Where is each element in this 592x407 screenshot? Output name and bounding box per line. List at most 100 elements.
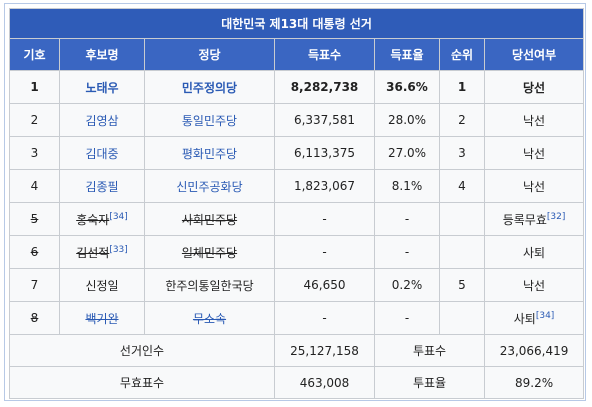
summary-cell: 463,008 [274, 366, 375, 399]
cell-share-text: - [404, 311, 410, 325]
cell-result-text: 낙선 [523, 278, 546, 293]
summary-cell: 23,066,419 [483, 334, 585, 367]
reference[interactable]: [32] [546, 211, 566, 222]
candidate-row: 7 신정일 한주의통일한국당 46,650 0.2% 5 낙선 [9, 268, 585, 302]
cell-name-text: 김종필 [85, 179, 119, 194]
cell-number: 3 [9, 136, 60, 170]
candidate-row: 3 김대중 평화민주당 6,113,375 27.0% 3 낙선 [9, 136, 585, 170]
cell-rank [439, 235, 485, 269]
cell-number: 2 [9, 103, 60, 137]
cell-votes: - [274, 202, 375, 236]
column-header: 정당 [144, 38, 275, 71]
summary-cell: 선거인수 [9, 334, 275, 367]
cell-number: 7 [9, 268, 60, 302]
cell-votes-text: - [322, 245, 327, 259]
cell-name: 김영삼 [59, 103, 145, 137]
cell-name-text: 김선적 [76, 245, 110, 260]
cell-number: 6 [9, 235, 60, 269]
cell-name-text: 노태우 [85, 80, 119, 95]
cell-name: 노태우 [59, 70, 145, 104]
cell-name-text: 백기완 [85, 311, 119, 326]
candidate-row: 5 홍숙자[34] 사회민주당 - - 등록무효[32] [9, 202, 585, 236]
cell-party: 평화민주당 [144, 136, 275, 170]
reference[interactable]: [34] [109, 211, 128, 222]
cell-number: 1 [9, 70, 60, 104]
cell-party: 신민주공화당 [144, 169, 275, 203]
cell-party-text: 한주의통일한국당 [165, 278, 254, 293]
cell-name-text: 홍숙자 [76, 212, 110, 227]
cell-result: 사퇴 [483, 235, 585, 269]
cell-rank-text: 5 [458, 278, 466, 292]
summary-cell: 투표율 [374, 366, 485, 399]
summary-cell: 투표수 [374, 334, 485, 367]
cell-rank: 1 [439, 70, 485, 104]
cell-votes-text: 46,650 [303, 278, 346, 292]
summary-cell: 25,127,158 [274, 334, 375, 367]
cell-name: 김대중 [59, 136, 145, 170]
reference[interactable]: [34] [535, 310, 555, 321]
cell-party-text: 신민주공화당 [176, 179, 243, 194]
frame [4, 3, 586, 401]
cell-share: - [374, 301, 440, 335]
cell-votes-text: 6,337,581 [293, 113, 356, 127]
candidate-row: 4 김종필 신민주공화당 1,823,067 8.1% 4 낙선 [9, 169, 585, 203]
cell-rank: 3 [439, 136, 485, 170]
cell-party: 무소속 [144, 301, 275, 335]
cell-party-text: 민주정의당 [181, 80, 238, 95]
cell-votes-text: 1,823,067 [293, 179, 356, 193]
cell-result-text: 낙선 [523, 179, 546, 194]
column-header: 당선여부 [483, 38, 585, 71]
cell-result-text: 등록무효 [502, 212, 547, 227]
cell-number-text: 2 [30, 113, 39, 127]
cell-rank: 5 [439, 268, 485, 302]
cell-rank-text: 3 [458, 146, 466, 160]
cell-party-text: 사회민주당 [181, 212, 238, 227]
cell-result: 당선 [483, 70, 585, 104]
cell-result: 낙선 [483, 169, 585, 203]
cell-rank-text: 2 [458, 113, 466, 127]
cell-votes: 1,823,067 [274, 169, 375, 203]
table-title: 대한민국 제13대 대통령 선거 [8, 8, 585, 39]
cell-name: 홍숙자[34] [59, 202, 145, 236]
cell-votes: - [274, 301, 375, 335]
cell-share-text: 0.2% [391, 278, 423, 292]
cell-party-text: 통일민주당 [181, 113, 238, 128]
summary-cell: 무효표수 [9, 366, 275, 399]
candidate-row: 8 백기완 무소속 - - 사퇴[34] [9, 301, 585, 335]
reference[interactable]: [33] [109, 244, 128, 255]
cell-name-text: 신정일 [85, 278, 119, 293]
cell-result-text: 당선 [523, 80, 546, 95]
summary-row: 선거인수 25,127,158 투표수 23,066,419 [9, 334, 585, 367]
cell-votes: 6,337,581 [274, 103, 375, 137]
cell-name-text: 김대중 [85, 146, 119, 161]
cell-party-text: 일체민주당 [181, 245, 238, 260]
cell-rank [439, 301, 485, 335]
column-header: 득표수 [274, 38, 375, 71]
cell-number-text: 6 [30, 245, 39, 259]
cell-party-text: 무소속 [192, 311, 227, 326]
cell-share-text: 27.0% [387, 146, 427, 160]
candidate-row: 6 김선적[33] 일체민주당 - - 사퇴 [9, 235, 585, 269]
cell-party: 한주의통일한국당 [144, 268, 275, 302]
cell-share-text: 8.1% [391, 179, 423, 193]
cell-party: 민주정의당 [144, 70, 275, 104]
cell-number-text: 8 [30, 311, 39, 325]
cell-rank-text: 4 [458, 179, 466, 193]
cell-result: 등록무효[32] [483, 202, 585, 236]
cell-votes-text: - [322, 212, 327, 226]
cell-number: 8 [9, 301, 60, 335]
cell-number-text: 7 [30, 278, 39, 292]
cell-name: 신정일 [59, 268, 145, 302]
candidate-row: 1 노태우 민주정의당 8,282,738 36.6% 1 당선 [9, 70, 585, 104]
cell-name: 김종필 [59, 169, 145, 203]
cell-result-text: 사퇴 [513, 311, 536, 326]
cell-result: 낙선 [483, 136, 585, 170]
column-header: 득표율 [374, 38, 440, 71]
cell-share-text: - [404, 212, 410, 226]
cell-share: 8.1% [374, 169, 440, 203]
cell-share: 28.0% [374, 103, 440, 137]
cell-share-text: 36.6% [386, 80, 428, 94]
cell-share-text: - [404, 245, 410, 259]
candidate-row: 2 김영삼 통일민주당 6,337,581 28.0% 2 낙선 [9, 103, 585, 137]
